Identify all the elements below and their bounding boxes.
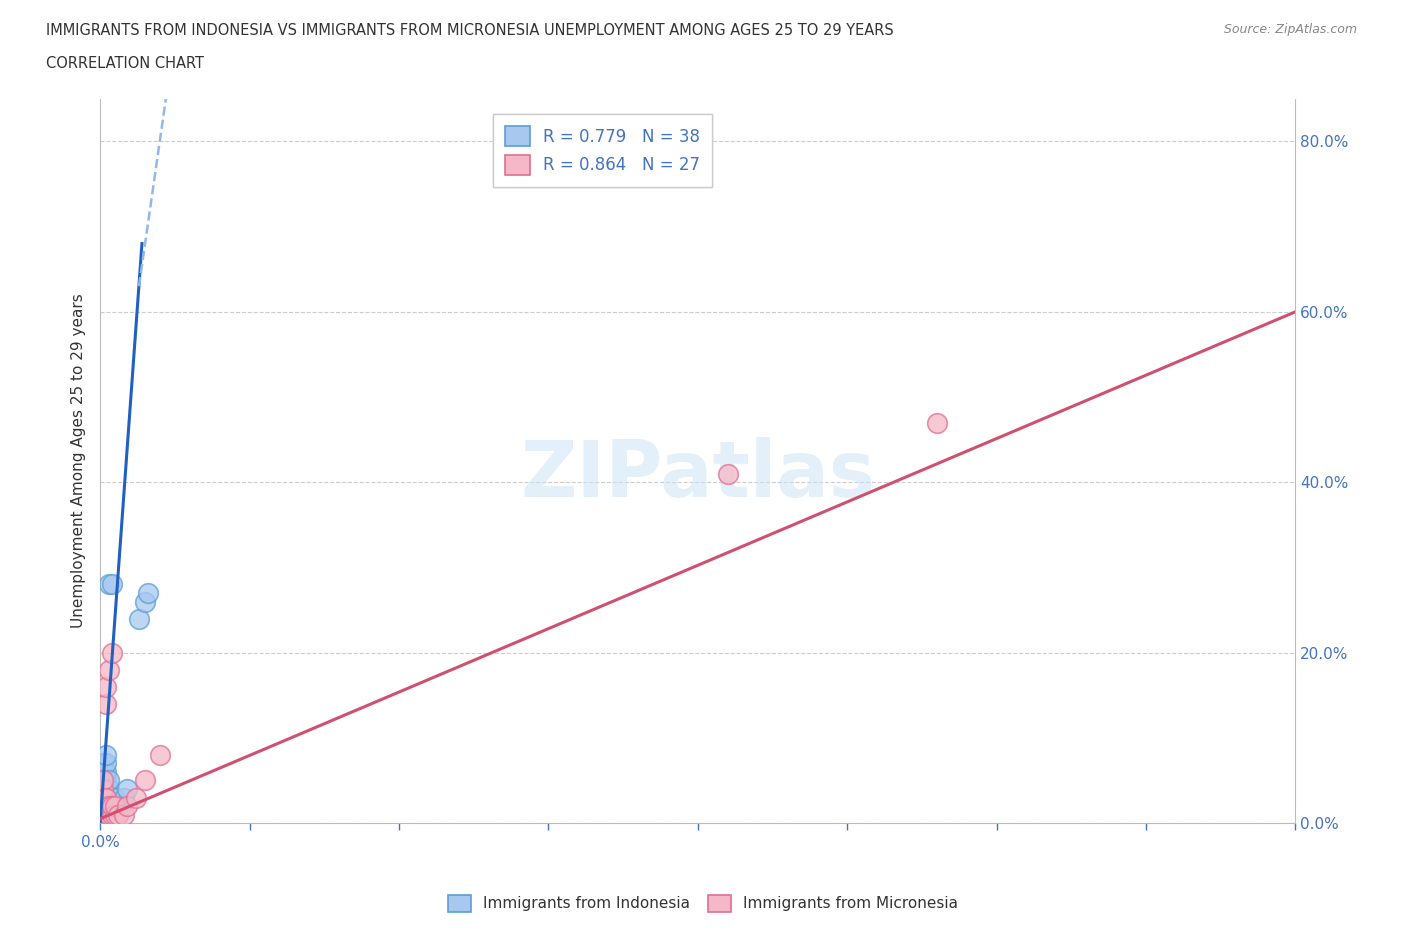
Point: [104, 790, 127, 805]
Point: [115, 781, 138, 796]
Point: [107, 807, 129, 822]
Point: [101, 807, 124, 822]
Point: [101, 799, 124, 814]
Point: [91, 773, 114, 788]
Point: [101, 577, 124, 591]
Point: [91, 799, 114, 814]
Point: [94, 799, 117, 814]
Point: [94, 799, 117, 814]
Point: [98, 799, 121, 814]
Point: [91, 807, 114, 822]
Text: IMMIGRANTS FROM INDONESIA VS IMMIGRANTS FROM MICRONESIA UNEMPLOYMENT AMONG AGES : IMMIGRANTS FROM INDONESIA VS IMMIGRANTS …: [46, 23, 894, 38]
Point: [104, 807, 127, 822]
Point: [134, 594, 156, 609]
Point: [94, 748, 117, 763]
Point: [94, 781, 117, 796]
Point: [91, 790, 114, 805]
Point: [101, 645, 124, 660]
Point: [115, 799, 138, 814]
Point: [104, 799, 127, 814]
Point: [94, 697, 117, 711]
Point: [98, 807, 121, 822]
Point: [91, 807, 114, 822]
Point: [94, 764, 117, 779]
Point: [91, 781, 114, 796]
Point: [98, 781, 121, 796]
Point: [94, 756, 117, 771]
Point: [125, 790, 148, 805]
Point: [104, 799, 127, 814]
Point: [112, 807, 135, 822]
Point: [91, 756, 114, 771]
Point: [98, 790, 121, 805]
Point: [149, 748, 172, 763]
Point: [91, 764, 114, 779]
Point: [91, 799, 114, 814]
Legend: Immigrants from Indonesia, Immigrants from Micronesia: Immigrants from Indonesia, Immigrants fr…: [441, 889, 965, 918]
Point: [110, 799, 132, 814]
Point: [98, 773, 121, 788]
Point: [91, 807, 114, 822]
Point: [91, 790, 114, 805]
Point: [91, 773, 114, 788]
Point: [91, 799, 114, 814]
Point: [925, 415, 948, 430]
Point: [101, 807, 124, 822]
Point: [101, 790, 124, 805]
Text: CORRELATION CHART: CORRELATION CHART: [46, 56, 204, 71]
Text: ZIPatlas: ZIPatlas: [520, 437, 876, 513]
Point: [107, 807, 129, 822]
Point: [91, 781, 114, 796]
Point: [134, 773, 156, 788]
Point: [98, 577, 121, 591]
Point: [91, 807, 114, 822]
Point: [112, 790, 135, 805]
Point: [717, 466, 740, 481]
Point: [94, 790, 117, 805]
Point: [104, 807, 127, 822]
Point: [94, 773, 117, 788]
Point: [94, 790, 117, 805]
Point: [136, 586, 159, 601]
Y-axis label: Unemployment Among Ages 25 to 29 years: Unemployment Among Ages 25 to 29 years: [72, 294, 86, 629]
Point: [98, 799, 121, 814]
Text: Source: ZipAtlas.com: Source: ZipAtlas.com: [1223, 23, 1357, 36]
Point: [91, 807, 114, 822]
Point: [98, 807, 121, 822]
Point: [128, 611, 150, 626]
Legend: R = 0.779   N = 38, R = 0.864   N = 27: R = 0.779 N = 38, R = 0.864 N = 27: [494, 114, 711, 187]
Point: [101, 799, 124, 814]
Point: [94, 807, 117, 822]
Point: [94, 679, 117, 694]
Point: [98, 662, 121, 677]
Point: [94, 807, 117, 822]
